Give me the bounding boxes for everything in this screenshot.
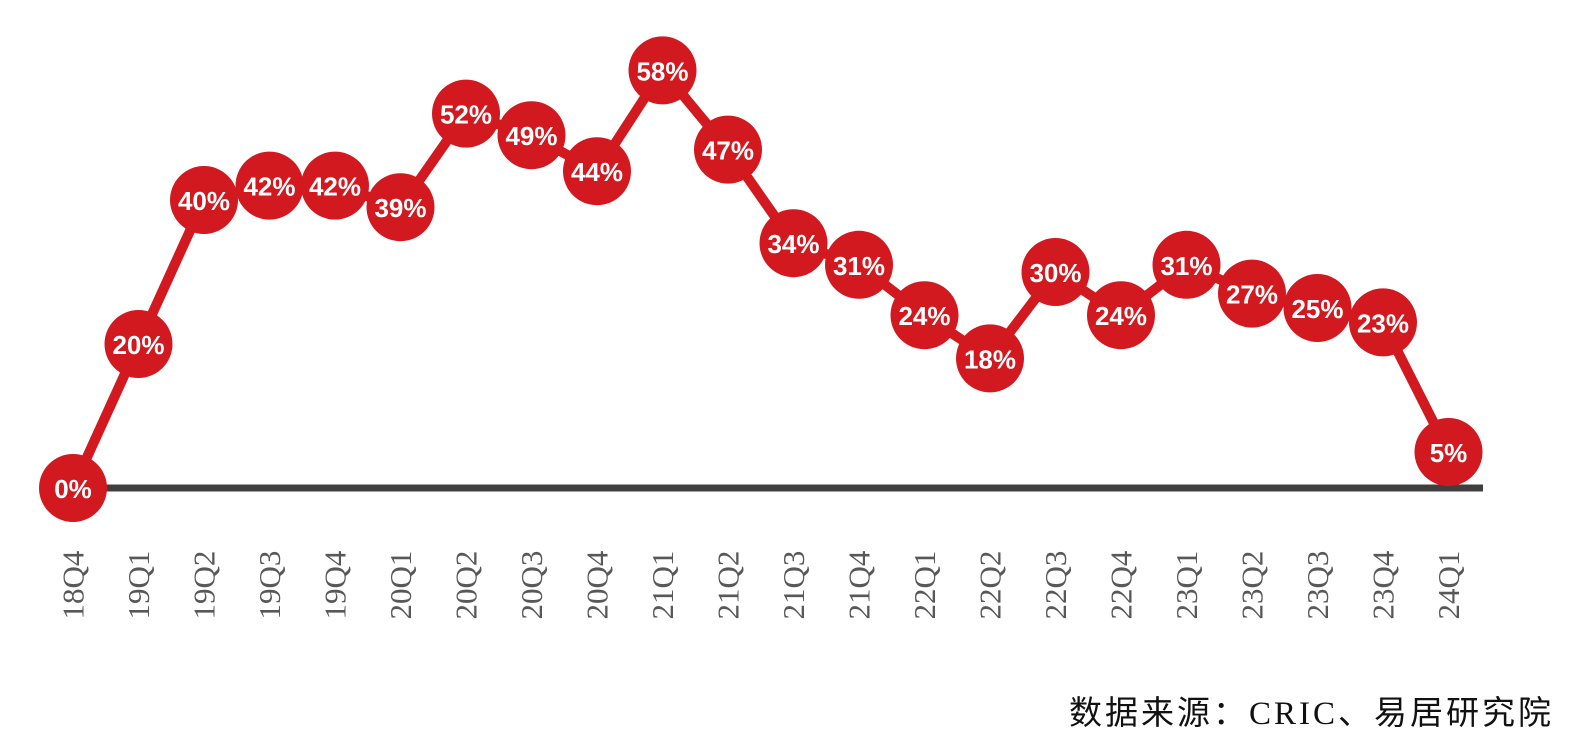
- data-point-marker: [301, 151, 369, 220]
- x-axis-tick-label: 23Q1: [1169, 551, 1204, 620]
- x-axis-tick-label: 23Q3: [1300, 551, 1335, 620]
- x-axis-tick-label: 23Q4: [1366, 550, 1401, 619]
- data-point: 34%: [759, 209, 828, 278]
- data-point-marker: [1087, 281, 1155, 350]
- data-point-marker: [563, 137, 631, 206]
- data-point: 42%: [235, 151, 304, 220]
- data-point-marker: [890, 281, 959, 350]
- data-point-label: 47%: [702, 136, 754, 166]
- data-point-label: 34%: [767, 229, 819, 259]
- x-axis-tick-label: 21Q4: [842, 550, 877, 619]
- data-point-label: 20%: [112, 330, 164, 360]
- x-axis-tick-label: 20Q2: [449, 551, 484, 620]
- x-axis-tick-label: 21Q2: [711, 551, 746, 620]
- data-point-marker: [104, 310, 173, 378]
- data-point-label: 24%: [1095, 301, 1147, 331]
- data-point: 31%: [825, 230, 893, 299]
- data-point-marker: [1021, 238, 1090, 306]
- data-point-marker: [1414, 418, 1483, 486]
- chart-area: 0% 20% 40% 42% 42% 39% 52% 49% 44% 58% 47% 34% 31% 24…: [39, 36, 1483, 620]
- data-point-label: 42%: [243, 172, 295, 202]
- quarterly-line-chart: 0% 20% 40% 42% 42% 39% 52% 49% 44% 58% 47% 34% 31% 24…: [39, 36, 1483, 620]
- data-point-label: 52%: [440, 100, 492, 130]
- data-point-label: 31%: [1160, 251, 1212, 281]
- data-point-label: 49%: [505, 121, 557, 151]
- data-point-label: 24%: [898, 301, 950, 331]
- data-point: 49%: [497, 101, 566, 170]
- x-axis-tick-label: 22Q1: [907, 551, 942, 620]
- data-point-marker: [1152, 230, 1221, 299]
- data-point-marker: [1218, 259, 1286, 328]
- data-point-marker: [366, 173, 435, 242]
- data-point-marker: [1349, 288, 1417, 357]
- data-point: 24%: [890, 281, 959, 350]
- x-axis-tick-label: 18Q4: [56, 550, 91, 619]
- data-point-label: 58%: [636, 56, 688, 86]
- data-point-label: 44%: [571, 157, 623, 187]
- x-axis-tick-label: 21Q3: [776, 551, 811, 620]
- data-point-marker: [956, 324, 1024, 393]
- data-point: 27%: [1218, 259, 1286, 328]
- data-point-marker: [432, 79, 500, 148]
- data-point-marker: [235, 151, 304, 220]
- data-point-marker: [170, 166, 238, 234]
- data-point: 52%: [432, 79, 500, 148]
- data-point: 40%: [170, 166, 238, 234]
- data-point: 0%: [39, 454, 107, 522]
- x-axis-tick-label: 20Q3: [514, 551, 549, 620]
- data-point-marker: [628, 36, 697, 105]
- data-point-label: 18%: [964, 344, 1016, 374]
- data-point: 47%: [694, 115, 762, 184]
- data-point-label: 27%: [1226, 280, 1278, 310]
- data-point-marker: [497, 101, 566, 170]
- data-point-marker: [39, 454, 107, 522]
- data-point: 42%: [301, 151, 369, 220]
- data-point-label: 42%: [309, 172, 361, 202]
- data-point: 30%: [1021, 238, 1090, 306]
- data-point: 20%: [104, 310, 173, 378]
- x-axis-tick-label: 20Q4: [580, 550, 615, 619]
- data-point-label: 5%: [1430, 438, 1468, 468]
- data-point-label: 30%: [1029, 258, 1081, 288]
- data-point-marker: [825, 230, 893, 299]
- x-axis-tick-label: 22Q2: [973, 551, 1008, 620]
- data-point-label: 23%: [1357, 308, 1409, 338]
- data-point: 31%: [1152, 230, 1221, 299]
- data-point-marker: [1283, 274, 1352, 342]
- x-axis-tick-label: 22Q3: [1038, 551, 1073, 620]
- data-point: 24%: [1087, 281, 1155, 350]
- data-point-label: 25%: [1291, 294, 1343, 324]
- data-point-label: 39%: [374, 193, 426, 223]
- source-note: 数据来源：CRIC、易居研究院: [1068, 696, 1554, 732]
- data-point: 44%: [563, 137, 631, 206]
- x-axis-tick-label: 20Q1: [383, 551, 418, 620]
- x-axis-tick-label: 19Q2: [187, 551, 222, 620]
- data-point-label: 0%: [54, 474, 92, 504]
- x-axis-tick-label: 21Q1: [645, 551, 680, 620]
- data-point: 5%: [1414, 418, 1483, 486]
- data-point: 23%: [1349, 288, 1417, 357]
- data-point-marker: [694, 115, 762, 184]
- x-axis-tick-label: 24Q1: [1431, 551, 1466, 620]
- data-point: 58%: [628, 36, 697, 105]
- data-point: 18%: [956, 324, 1024, 393]
- data-point-label: 31%: [833, 251, 885, 281]
- x-axis-tick-label: 19Q4: [318, 550, 353, 619]
- x-axis-tick-label: 19Q3: [252, 551, 287, 620]
- data-point-label: 40%: [178, 186, 230, 216]
- x-axis-tick-label: 23Q2: [1235, 551, 1270, 620]
- x-axis-tick-label: 22Q4: [1104, 550, 1139, 619]
- data-point: 25%: [1283, 274, 1352, 342]
- data-point: 39%: [366, 173, 435, 242]
- data-point-marker: [759, 209, 828, 278]
- x-axis-tick-label: 19Q1: [121, 551, 156, 620]
